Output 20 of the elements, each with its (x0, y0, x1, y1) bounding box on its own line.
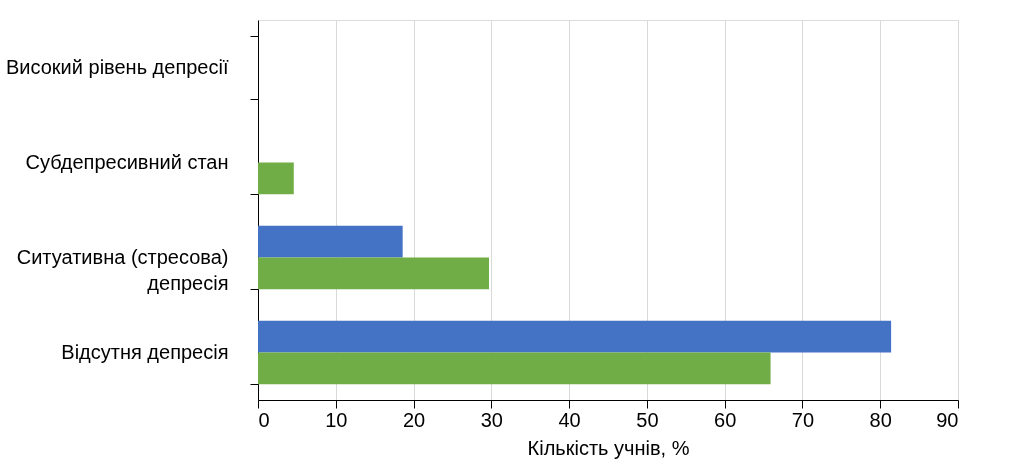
x-tick-label: 70 (791, 408, 815, 431)
x-axis-title: Кількість учнів, % (527, 436, 690, 459)
y-tick-label: Відсутня депресія (61, 341, 229, 363)
bar (258, 352, 771, 385)
y-tick-label: Ситуативна (стресова) депресія (16, 246, 229, 294)
x-tick-label: 80 (869, 408, 892, 431)
x-tick-label: 0 (258, 408, 270, 431)
bar (258, 320, 892, 353)
bar (258, 162, 294, 195)
x-tick-label: 40 (558, 408, 581, 431)
x-tick-label: 20 (402, 408, 426, 431)
x-tick-label: 50 (636, 408, 659, 431)
bar (258, 225, 403, 258)
bar (258, 257, 489, 290)
x-tick-label: 10 (325, 408, 348, 431)
x-tick-label: 30 (480, 408, 503, 431)
x-tick-label: 60 (714, 408, 737, 431)
y-tick-label: Високий рівень депресії (6, 56, 229, 78)
y-tick-label: Субдепресивний стан (25, 151, 229, 173)
x-tick-label: 90 (936, 408, 959, 431)
